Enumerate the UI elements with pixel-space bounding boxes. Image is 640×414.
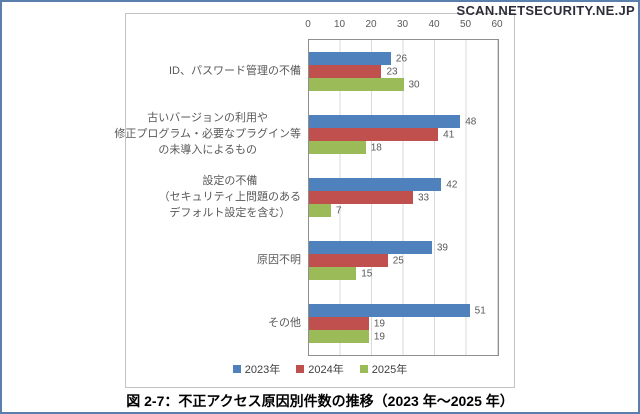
- category-label-line: （セキュリティ上問題のある: [158, 190, 301, 203]
- bar-value-label: 39: [436, 242, 448, 253]
- category-label-line: ID、パスワード管理の不備: [169, 64, 301, 77]
- category-label: その他: [268, 315, 301, 331]
- bar-value-label: 25: [392, 255, 404, 266]
- bar-value-label: 19: [373, 331, 385, 342]
- bar-2024年: 25: [309, 254, 404, 267]
- x-tick-label: 40: [428, 19, 440, 30]
- x-tick-label: 20: [365, 19, 377, 30]
- bar-value-label: 48: [465, 116, 477, 127]
- plot-area: 26 23 30 48 41 18 42 33 7 39 25 15 51 19 19: [308, 39, 499, 356]
- bar-2024年: 41: [309, 128, 454, 141]
- category-label-line: 古いバージョンの利用や: [147, 111, 269, 124]
- bar-2025年: 18: [309, 141, 382, 154]
- bar-2023年: 39: [309, 241, 448, 254]
- legend-label: 2024年: [308, 364, 344, 376]
- x-tick-label: 50: [459, 19, 472, 30]
- x-tick-label: 30: [396, 19, 409, 30]
- legend-swatch-icon: [296, 365, 305, 373]
- category-label-line: 原因不明: [257, 253, 301, 266]
- category-label: 設定の不備 （セキュリティ上問題のある デフォルト設定を含む）: [159, 173, 301, 221]
- bar-group: 26 23 30: [309, 40, 498, 103]
- legend-item-2023年: 2023年: [232, 361, 281, 377]
- bar-value-label: 7: [336, 205, 342, 216]
- bar-2024年: 19: [309, 317, 385, 330]
- bar-2023年: 26: [309, 52, 407, 65]
- category-label-line: デフォルト設定を含む）: [169, 206, 291, 219]
- category-label-line: その他: [268, 316, 301, 329]
- chart-frame: 0 10 20 30 40 50 60 26 23 30 48 41 18 42 33 7 39 25 15 51 1…: [114, 13, 515, 388]
- bar-2023年: 42: [309, 178, 457, 191]
- bar-value-label: 18: [370, 142, 382, 153]
- bar-group: 48 41 18: [309, 103, 498, 166]
- bar-value-label: 42: [446, 179, 458, 190]
- category-label-line: 設定の不備: [202, 174, 258, 187]
- legend-item-2024年: 2024年: [296, 361, 344, 377]
- bar-value-label: 23: [386, 66, 398, 77]
- chart-caption: 図 2-7：不正アクセス原因別件数の推移（2023 年～2025 年）: [126, 393, 514, 409]
- bar-group: 51 19 19: [309, 292, 498, 355]
- bar-2025年: 7: [309, 204, 342, 217]
- bar-2025年: 15: [309, 267, 372, 280]
- bar-value-label: 41: [443, 129, 455, 140]
- legend-swatch-icon: [359, 365, 368, 373]
- bar-2025年: 30: [309, 78, 420, 91]
- x-tick-label: 60: [491, 19, 503, 30]
- category-label: 古いバージョンの利用や修正プログラム・必要なプラグイン等 の未導入によるもの: [114, 110, 301, 158]
- legend-label: 2025年: [371, 364, 408, 376]
- bar-value-label: 19: [373, 318, 385, 329]
- category-label: ID、パスワード管理の不備: [169, 63, 301, 79]
- x-tick-label: 10: [333, 19, 346, 30]
- bar-value-label: 30: [408, 79, 420, 90]
- category-label-line: 修正プログラム・必要なプラグイン等: [114, 127, 301, 140]
- x-tick-label: 0: [305, 19, 311, 30]
- bar-value-label: 15: [361, 268, 373, 279]
- bar-2024年: 23: [309, 65, 398, 78]
- category-label-line: の未導入によるもの: [158, 143, 257, 156]
- legend: 2023年 2024年 2025年: [126, 361, 514, 377]
- bar-value-label: 26: [395, 53, 408, 64]
- legend-label: 2023年: [244, 364, 281, 376]
- legend-item-2025年: 2025年: [359, 361, 408, 377]
- bar-2025年: 19: [309, 330, 385, 343]
- bar-2023年: 51: [309, 304, 486, 317]
- bar-2023年: 48: [309, 115, 476, 128]
- category-label: 原因不明: [257, 252, 301, 268]
- bar-group: 39 25 15: [309, 229, 498, 292]
- legend-swatch-icon: [232, 365, 241, 373]
- bar-2024年: 33: [309, 191, 429, 204]
- bar-group: 42 33 7: [309, 166, 498, 229]
- bar-value-label: 33: [417, 192, 430, 203]
- watermark: SCAN.NETSECURITY.NE.JP: [456, 3, 635, 18]
- bar-value-label: 51: [474, 305, 486, 316]
